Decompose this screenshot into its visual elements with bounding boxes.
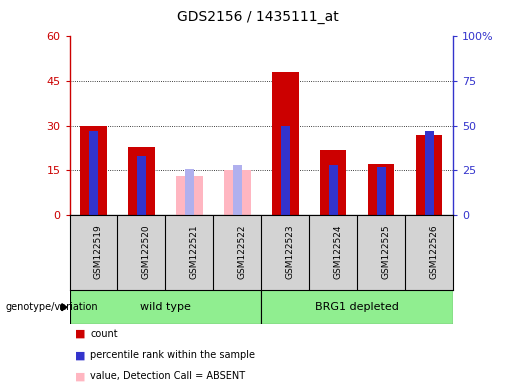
Text: GSM122523: GSM122523 [285,224,295,279]
Bar [80,126,107,215]
Text: GSM122521: GSM122521 [190,224,198,279]
Bar [70,290,261,324]
Text: ■: ■ [75,350,85,360]
Bar [281,126,289,215]
Text: GSM122525: GSM122525 [381,224,390,279]
Text: GDS2156 / 1435111_at: GDS2156 / 1435111_at [177,10,338,23]
Bar [224,170,251,215]
Text: BRG1 depleted: BRG1 depleted [315,302,399,312]
Bar [261,290,453,324]
Text: genotype/variation: genotype/variation [5,302,98,312]
Bar [329,165,338,215]
Bar [128,147,154,215]
Text: percentile rank within the sample: percentile rank within the sample [90,350,255,360]
Text: ■: ■ [75,329,85,339]
Text: count: count [90,329,118,339]
Bar [176,176,202,215]
Text: GSM122520: GSM122520 [142,224,150,279]
Text: GSM122522: GSM122522 [237,224,246,278]
Text: value, Detection Call = ABSENT: value, Detection Call = ABSENT [90,371,245,381]
Text: GSM122526: GSM122526 [429,224,438,279]
Text: ■: ■ [75,371,85,381]
Bar [233,165,242,215]
Bar [89,131,98,215]
Text: GSM122524: GSM122524 [333,224,342,278]
Bar [272,72,299,215]
Text: wild type: wild type [140,302,191,312]
Bar [416,135,442,215]
Bar [320,149,347,215]
Bar [368,164,394,215]
Bar [185,169,194,215]
Bar [425,131,434,215]
Bar [137,156,146,215]
Text: GSM122519: GSM122519 [94,224,102,279]
Bar [377,167,386,215]
